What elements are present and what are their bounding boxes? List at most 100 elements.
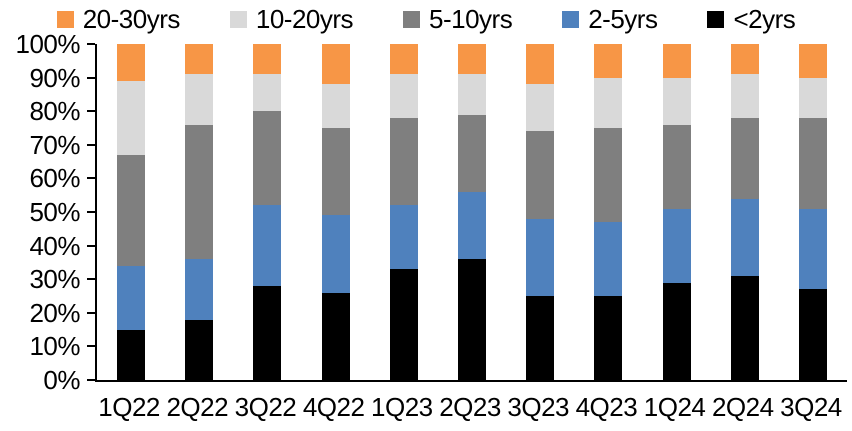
bar-segment-3q22-20-30yrs	[253, 44, 282, 75]
y-tick-label: 10%	[29, 331, 80, 362]
bar-segment-3q22-5-10yrs	[253, 111, 282, 206]
bar-2q23	[458, 44, 487, 380]
x-tick-label-3q23: 3Q23	[507, 392, 570, 422]
x-tick-label-3q22: 3Q22	[234, 392, 297, 422]
chart-legend: 20-30yrs 10-20yrs 5-10yrs 2-5yrs <2yrs	[0, 4, 852, 34]
legend-item-2-5yrs: 2-5yrs	[562, 6, 658, 32]
y-tick-label: 70%	[29, 129, 80, 160]
legend-item-5-10yrs: 5-10yrs	[403, 6, 513, 32]
y-tick-mark	[87, 379, 95, 381]
x-tick-label-2q22: 2Q22	[166, 392, 229, 422]
bar-4q22	[321, 44, 350, 380]
y-tick-label: 100%	[15, 29, 81, 59]
bar-segment-1q23-2-5yrs	[389, 205, 418, 270]
bar-segment-1q22-2-5yrs	[117, 265, 146, 330]
y-tick-label: 80%	[29, 96, 80, 127]
y-tick-mark	[87, 177, 95, 180]
bar-segment-4q23-10-20yrs	[594, 77, 623, 129]
bar-segment-4q23-2-5yrs	[594, 222, 623, 296]
y-tick-mark	[87, 76, 95, 79]
bar-3q22	[253, 44, 282, 380]
y-tick-label: 20%	[29, 297, 80, 328]
legend-swatch-icon	[403, 10, 421, 28]
bar-segment-1q24-10-20yrs	[662, 77, 691, 125]
legend-label: 20-30yrs	[82, 4, 181, 34]
bar-segment-1q23-10-20yrs	[389, 74, 418, 118]
bar-segment-1q23-2yrs	[389, 269, 418, 380]
bar-segment-2q23-20-30yrs	[458, 44, 487, 75]
bar-slot-2q22	[165, 44, 233, 380]
bar-segment-4q22-2yrs	[321, 292, 350, 380]
bar-segment-3q24-2-5yrs	[798, 208, 827, 290]
bar-segment-1q23-20-30yrs	[389, 44, 418, 75]
bar-segment-2q24-5-10yrs	[730, 117, 759, 199]
bar-segment-2q24-2-5yrs	[730, 198, 759, 276]
bar-segment-3q24-20-30yrs	[798, 44, 827, 78]
bar-4q23	[594, 44, 623, 380]
bar-segment-2q22-2yrs	[185, 319, 214, 380]
bar-segment-4q23-5-10yrs	[594, 128, 623, 223]
bar-segment-2q22-10-20yrs	[185, 74, 214, 125]
bar-slot-1q24	[643, 44, 711, 380]
bar-3q23	[526, 44, 555, 380]
bar-2q22	[185, 44, 214, 380]
x-tick-label-1q23: 1Q23	[371, 392, 433, 422]
bar-segment-2q24-2yrs	[730, 275, 759, 380]
bar-slot-2q23	[438, 44, 506, 380]
bar-segment-3q22-2yrs	[253, 285, 282, 380]
bar-slot-1q23	[370, 44, 438, 380]
bar-slot-2q24	[711, 44, 779, 380]
bar-segment-3q23-2-5yrs	[526, 218, 555, 296]
legend-item-10-20yrs: 10-20yrs	[229, 6, 354, 32]
x-tick-label-4q23: 4Q23	[575, 392, 638, 422]
bar-segment-1q24-2-5yrs	[662, 208, 691, 283]
legend-swatch-icon	[229, 10, 247, 28]
bar-segment-4q22-10-20yrs	[321, 84, 350, 129]
bar-slot-3q22	[233, 44, 301, 380]
y-tick-mark	[87, 110, 95, 113]
bar-segment-3q23-2yrs	[526, 296, 555, 380]
y-tick-mark	[87, 143, 95, 146]
bar-segment-1q22-5-10yrs	[117, 154, 146, 266]
bar-segment-3q23-20-30yrs	[526, 44, 555, 85]
legend-swatch-icon	[562, 10, 580, 28]
bar-slot-3q24	[779, 44, 847, 380]
bar-1q23	[389, 44, 418, 380]
bar-segment-1q22-10-20yrs	[117, 81, 146, 155]
bar-segment-3q24-10-20yrs	[798, 77, 827, 118]
y-tick-label: 60%	[29, 163, 80, 194]
bar-segment-4q22-2-5yrs	[321, 215, 350, 293]
x-tick-label-3q24: 3Q24	[780, 392, 842, 422]
bar-slot-3q23	[506, 44, 574, 380]
bar-segment-2q22-5-10yrs	[185, 124, 214, 260]
y-tick-label: 50%	[29, 197, 80, 227]
bar-segment-1q24-20-30yrs	[662, 44, 691, 78]
legend-item-20-30yrs: 20-30yrs	[56, 4, 181, 34]
x-tick-label-1q22: 1Q22	[98, 392, 160, 422]
bar-segment-3q23-10-20yrs	[526, 84, 555, 132]
legend-label: <2yrs	[733, 4, 796, 34]
legend-item-2yrs: <2yrs	[707, 4, 796, 34]
bar-segment-3q24-2yrs	[798, 289, 827, 380]
y-tick-mark	[87, 278, 95, 281]
y-tick-label: 40%	[29, 230, 80, 261]
bar-segment-1q22-20-30yrs	[117, 44, 146, 81]
bar-segment-1q23-5-10yrs	[389, 117, 418, 206]
x-tick-label-2q23: 2Q23	[439, 392, 501, 422]
bar-segment-2q24-20-30yrs	[730, 44, 759, 75]
bar-segment-1q24-2yrs	[662, 282, 691, 380]
y-tick-label: 90%	[29, 62, 80, 93]
x-axis-labels: 1Q22 2Q22 3Q22 4Q22 1Q23 2Q23 3Q23 4Q23 1Q24 2Q24…	[95, 393, 845, 422]
bar-2q24	[730, 44, 759, 380]
bar-segment-1q24-5-10yrs	[662, 124, 691, 209]
bar-1q22	[117, 44, 146, 380]
bar-slot-1q22	[97, 44, 165, 380]
bar-slot-4q23	[574, 44, 642, 380]
y-tick-mark	[87, 244, 95, 247]
bar-segment-2q23-10-20yrs	[458, 74, 487, 115]
bar-segment-1q22-2yrs	[117, 329, 146, 380]
plot-area	[95, 44, 847, 382]
bar-segment-4q23-2yrs	[594, 296, 623, 380]
x-tick-label-2q24: 2Q24	[711, 392, 774, 422]
